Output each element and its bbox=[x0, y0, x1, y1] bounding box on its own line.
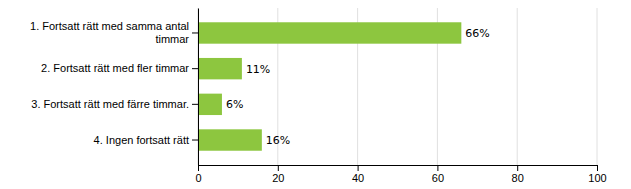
y-axis: 1. Fortsatt rätt med samma antaltimmar 2.… bbox=[30, 9, 198, 166]
tick-label: 4. Ingen fortsatt rätt bbox=[94, 134, 189, 146]
tick-mark bbox=[192, 140, 198, 141]
data-label: 16% bbox=[266, 134, 290, 147]
data-labels: 66% 11% 6% 16% bbox=[226, 27, 490, 147]
bars bbox=[198, 22, 461, 150]
grid-line bbox=[517, 8, 518, 165]
x-axis: 0 20 40 60 80 100 bbox=[195, 165, 606, 184]
tick: 2. Fortsatt rätt med fler timmar bbox=[41, 62, 198, 74]
tick: 100 bbox=[588, 165, 606, 184]
tick-mark bbox=[278, 165, 279, 171]
grid bbox=[198, 8, 597, 165]
chart: 0 20 40 60 80 100 1. Fortsatt rätt med samma a… bbox=[0, 0, 631, 189]
tick-mark bbox=[437, 165, 438, 171]
bar bbox=[198, 22, 461, 43]
tick: 20 bbox=[272, 165, 284, 184]
tick-label: 100 bbox=[588, 172, 606, 184]
axis-line bbox=[198, 9, 199, 166]
tick: 1. Fortsatt rätt med samma antaltimmar bbox=[30, 20, 198, 45]
tick-label: 1. Fortsatt rätt med samma antaltimmar bbox=[30, 20, 189, 45]
tick: 60 bbox=[432, 165, 444, 184]
tick: 40 bbox=[352, 165, 364, 184]
tick-mark bbox=[597, 165, 598, 171]
data-label: 66% bbox=[465, 27, 489, 40]
tick-label: 20 bbox=[272, 172, 284, 184]
grid-line bbox=[198, 8, 199, 165]
tick-mark bbox=[517, 165, 518, 171]
tick-mark bbox=[198, 165, 199, 171]
tick: 0 bbox=[195, 165, 201, 184]
tick: 3. Fortsatt rätt med färre timmar. bbox=[31, 98, 198, 110]
data-label: 11% bbox=[246, 63, 270, 76]
tick: 4. Ingen fortsatt rätt bbox=[94, 134, 198, 146]
tick-label: 40 bbox=[352, 172, 364, 184]
bar bbox=[198, 58, 242, 79]
tick: 80 bbox=[512, 165, 524, 184]
tick-mark bbox=[192, 104, 198, 105]
tick-label: 0 bbox=[195, 172, 201, 184]
axis-line bbox=[199, 166, 598, 172]
tick-mark bbox=[192, 32, 198, 33]
tick-label: 80 bbox=[512, 172, 524, 184]
data-label: 6% bbox=[226, 98, 243, 111]
bar bbox=[198, 129, 262, 150]
tick-label: 3. Fortsatt rätt med färre timmar. bbox=[31, 98, 189, 110]
tick-mark bbox=[358, 165, 359, 171]
bar bbox=[198, 94, 222, 115]
grid-line bbox=[597, 8, 598, 165]
tick-mark bbox=[192, 68, 198, 69]
plot: 0 20 40 60 80 100 1. Fortsatt rätt med samma a… bbox=[30, 8, 607, 184]
tick-label: 2. Fortsatt rätt med fler timmar bbox=[41, 62, 189, 74]
tick-label: 60 bbox=[432, 172, 444, 184]
